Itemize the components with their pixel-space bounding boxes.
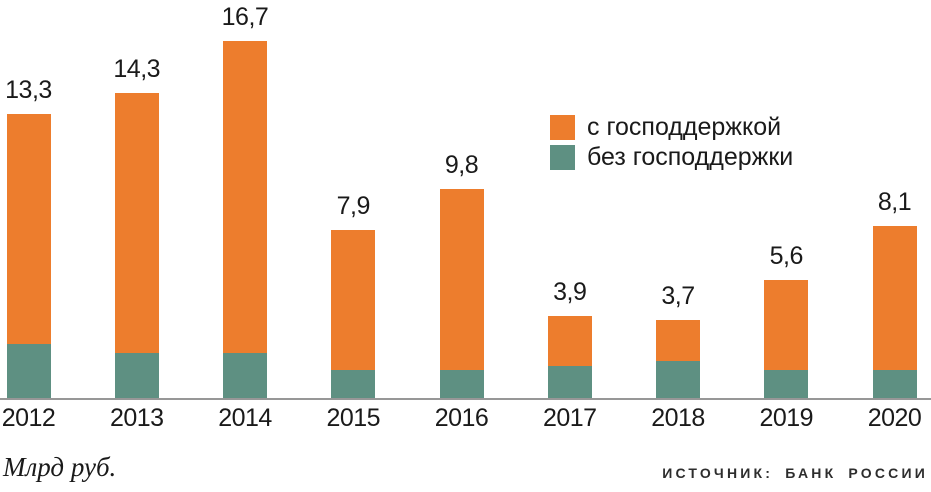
legend-swatch-orange-icon <box>550 114 575 140</box>
bar-bottom-segment-2020 <box>872 369 917 400</box>
bar-top-segment-2016 <box>439 189 484 370</box>
legend-item-without-support: без господдержки <box>550 144 793 170</box>
x-tick-label-2020: 2020 <box>867 404 922 432</box>
legend: с господдержкой без господдержки <box>550 114 793 170</box>
bar-bottom-segment-2015 <box>331 369 376 400</box>
legend-swatch-green-icon <box>550 144 575 170</box>
bar-value-label-2019: 5,6 <box>769 241 804 270</box>
source-label: ИСТОЧНИК: БАНК РОССИИ <box>662 465 928 481</box>
x-tick-label-2012: 2012 <box>1 404 56 432</box>
bar-value-label-2012: 13,3 <box>5 76 52 105</box>
x-tick-label-2019: 2019 <box>759 404 814 432</box>
x-tick-label-2016: 2016 <box>434 404 489 432</box>
legend-item-with-support: с господдержкой <box>550 114 793 140</box>
bar-top-segment-2013 <box>114 92 159 353</box>
bar-value-label-2020: 8,1 <box>877 187 912 216</box>
legend-label: без господдержки <box>587 143 794 171</box>
unit-label: Млрд руб. <box>3 452 117 482</box>
bar-value-label-2014: 16,7 <box>221 2 269 31</box>
bar-bottom-segment-2019 <box>764 369 809 400</box>
bar-top-segment-2018 <box>656 320 700 362</box>
bar-bottom-segment-2012 <box>6 344 51 400</box>
x-tick-label-2013: 2013 <box>109 404 164 432</box>
bar-value-label-2016: 9,8 <box>444 151 479 180</box>
x-tick-label-2014: 2014 <box>218 404 272 432</box>
bar-top-segment-2020 <box>872 225 917 370</box>
bar-value-label-2017: 3,9 <box>553 278 587 307</box>
bar-top-segment-2014 <box>223 40 267 353</box>
x-tick-label-2015: 2015 <box>326 404 381 432</box>
bar-bottom-segment-2014 <box>223 352 267 400</box>
legend-label: с господдержкой <box>587 113 782 141</box>
bar-top-segment-2017 <box>547 316 592 366</box>
x-tick-label-2018: 2018 <box>651 404 705 432</box>
bar-bottom-segment-2016 <box>439 369 484 400</box>
bar-value-label-2013: 14,3 <box>113 54 161 83</box>
x-axis-line <box>0 398 931 400</box>
bar-bottom-segment-2013 <box>114 352 159 400</box>
bar-top-segment-2019 <box>764 279 809 370</box>
bar-top-segment-2015 <box>331 230 376 370</box>
x-tick-label-2017: 2017 <box>542 404 597 432</box>
bar-value-label-2018: 3,7 <box>661 282 695 311</box>
bar-value-label-2015: 7,9 <box>336 192 371 221</box>
bar-bottom-segment-2018 <box>656 361 700 400</box>
bar-bottom-segment-2017 <box>547 365 592 400</box>
bar-top-segment-2012 <box>6 114 51 345</box>
